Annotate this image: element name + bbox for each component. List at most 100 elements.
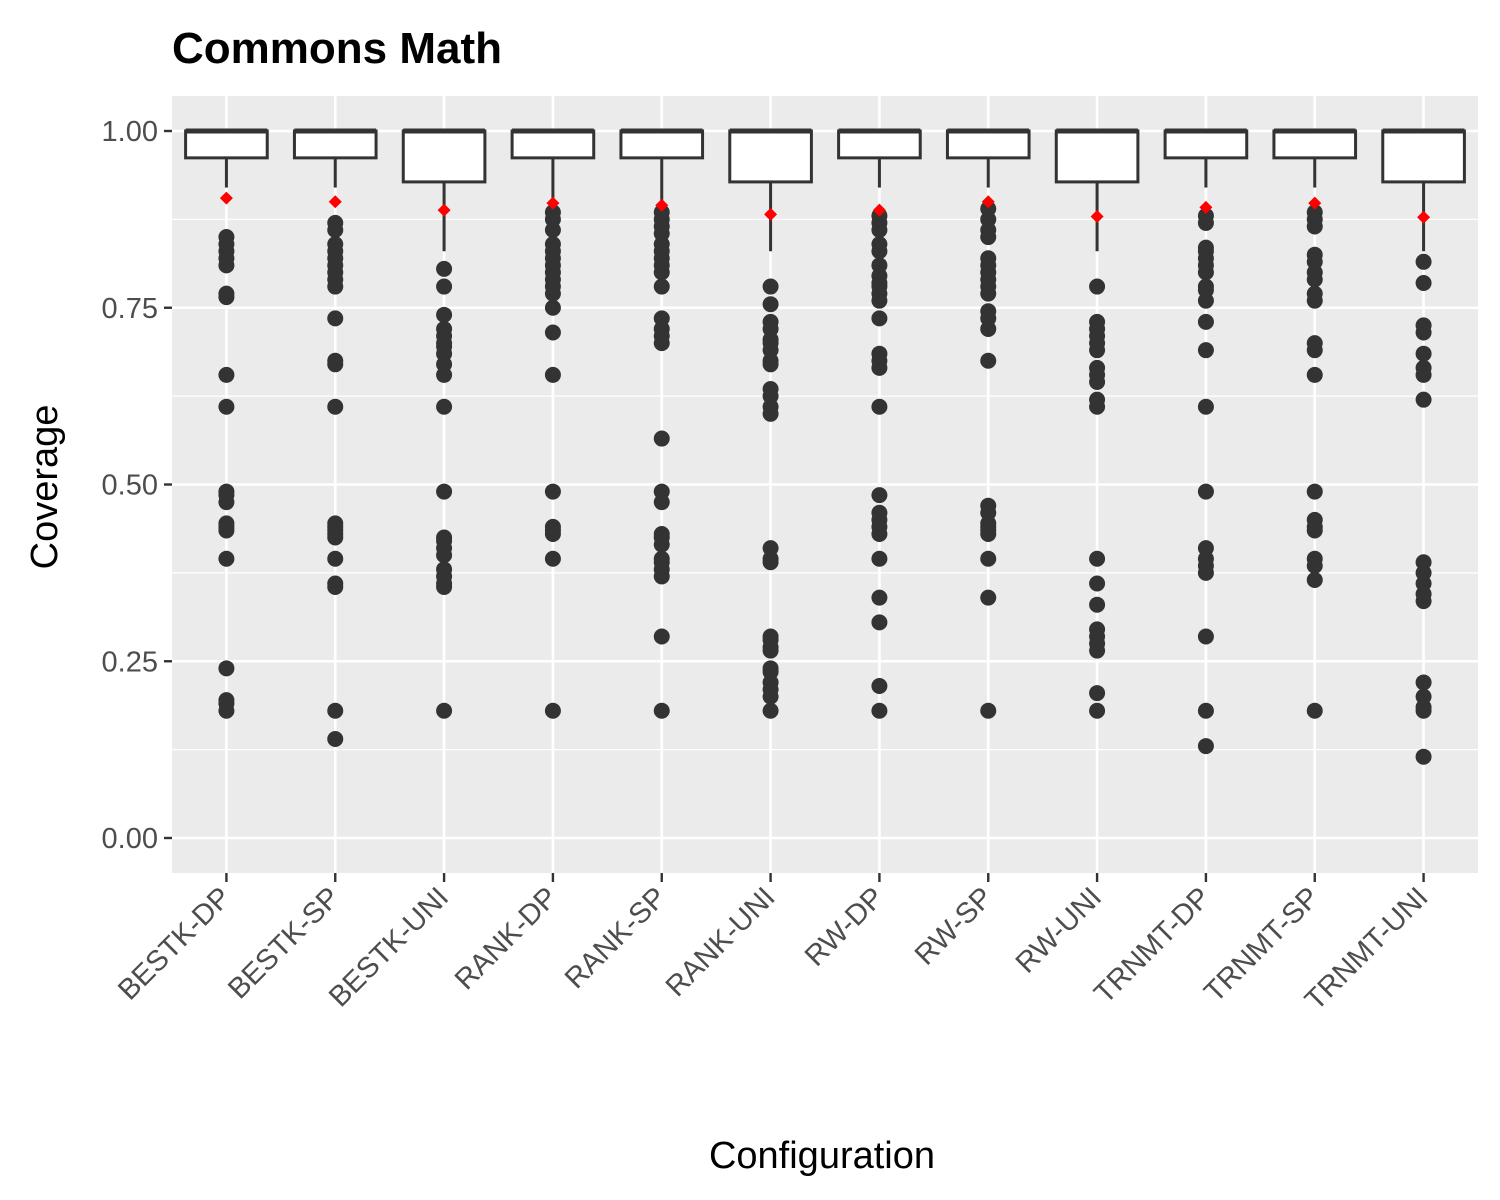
- iqr-box: [401, 129, 487, 184]
- x-axis: BESTK-DPBESTK-SPBESTK-UNIRANK-DPRANK-SPR…: [112, 873, 1435, 1017]
- mean-marker: [872, 203, 886, 217]
- outlier-point: [1306, 366, 1323, 383]
- outlier-point: [871, 359, 888, 376]
- box-group: [945, 128, 1031, 719]
- outlier-point: [871, 550, 888, 567]
- outlier-point: [327, 278, 344, 295]
- outlier-point: [1306, 557, 1323, 574]
- y-tick-label: 1.00: [102, 116, 158, 148]
- outlier-point: [762, 554, 779, 571]
- box-group: [728, 128, 813, 719]
- outlier-point: [544, 366, 561, 383]
- mean-marker: [1308, 196, 1322, 210]
- outlier-point: [1306, 342, 1323, 359]
- iqr-box: [728, 129, 813, 184]
- outlier-point: [1089, 373, 1106, 390]
- outlier-point: [1306, 571, 1323, 588]
- mean-marker: [328, 195, 342, 209]
- iqr-box: [1381, 129, 1466, 184]
- outlier-point: [1306, 483, 1323, 500]
- iqr-box: [837, 129, 922, 160]
- x-axis-title: Configuration: [709, 1135, 935, 1177]
- outlier-point: [871, 589, 888, 606]
- outlier-point: [1197, 628, 1214, 645]
- outlier-point: [218, 289, 235, 306]
- outlier-point: [1415, 275, 1432, 292]
- outlier-point: [1197, 398, 1214, 415]
- mean-marker: [1199, 200, 1213, 214]
- mean-marker: [1090, 210, 1104, 224]
- outlier-point: [436, 702, 453, 719]
- iqr-box: [1163, 129, 1249, 160]
- outlier-point: [871, 243, 888, 260]
- outlier-point: [218, 550, 235, 567]
- mean-marker: [437, 203, 451, 217]
- outlier-point: [327, 221, 344, 238]
- outlier-point: [762, 405, 779, 422]
- outlier-point: [980, 320, 997, 337]
- outlier-point: [1089, 342, 1106, 359]
- outlier-point: [762, 278, 779, 295]
- outlier-point: [980, 229, 997, 246]
- outlier-point: [1089, 702, 1106, 719]
- outlier-point: [327, 529, 344, 546]
- chart-title: Commons Math: [172, 24, 502, 73]
- outlier-point: [436, 278, 453, 295]
- outlier-point: [1306, 292, 1323, 309]
- outlier-point: [1089, 575, 1106, 592]
- outlier-point: [871, 677, 888, 694]
- box-group: [1163, 128, 1249, 755]
- outlier-point: [1089, 596, 1106, 613]
- outlier-point: [327, 550, 344, 567]
- iqr-box: [184, 129, 269, 160]
- outlier-point: [980, 589, 997, 606]
- y-tick-label: 0.00: [102, 823, 158, 855]
- y-tick-label: 0.25: [102, 646, 158, 678]
- outlier-point: [1415, 391, 1432, 408]
- outlier-point: [218, 257, 235, 274]
- outlier-point: [871, 525, 888, 542]
- x-tick-label: RW-UNI: [1010, 881, 1108, 979]
- outlier-point: [544, 483, 561, 500]
- outlier-point: [436, 306, 453, 323]
- mean-marker: [546, 196, 560, 210]
- outlier-point: [218, 366, 235, 383]
- outlier-point: [653, 702, 670, 719]
- box-group: [1054, 128, 1140, 719]
- mean-marker: [655, 198, 669, 212]
- outlier-point: [1197, 292, 1214, 309]
- outlier-point: [1415, 345, 1432, 362]
- outlier-point: [327, 398, 344, 415]
- outlier-point: [436, 260, 453, 277]
- outlier-point: [436, 579, 453, 596]
- outlier-point: [1306, 218, 1323, 235]
- outlier-point: [436, 398, 453, 415]
- outlier-point: [980, 525, 997, 542]
- outlier-point: [1089, 685, 1106, 702]
- outlier-point: [436, 366, 453, 383]
- x-tick-label: TRNMT-DP: [1088, 881, 1217, 1010]
- outlier-point: [871, 487, 888, 504]
- outlier-point: [653, 628, 670, 645]
- outlier-point: [218, 522, 235, 539]
- outlier-point: [653, 494, 670, 511]
- outlier-point: [1197, 483, 1214, 500]
- outlier-point: [653, 536, 670, 553]
- x-tick-label: RW-SP: [909, 881, 999, 971]
- outlier-point: [1089, 278, 1106, 295]
- outlier-point: [1089, 398, 1106, 415]
- outlier-point: [327, 731, 344, 748]
- outlier-point: [1415, 366, 1432, 383]
- outlier-point: [544, 702, 561, 719]
- outlier-point: [980, 285, 997, 302]
- outlier-point: [218, 494, 235, 511]
- x-tick-label: RANK-DP: [449, 881, 564, 996]
- y-tick-label: 0.50: [102, 470, 158, 502]
- outlier-point: [544, 285, 561, 302]
- outlier-point: [1306, 271, 1323, 288]
- outlier-point: [544, 525, 561, 542]
- mean-marker: [219, 191, 233, 205]
- outlier-point: [871, 292, 888, 309]
- x-tick-label: RW-DP: [799, 881, 890, 972]
